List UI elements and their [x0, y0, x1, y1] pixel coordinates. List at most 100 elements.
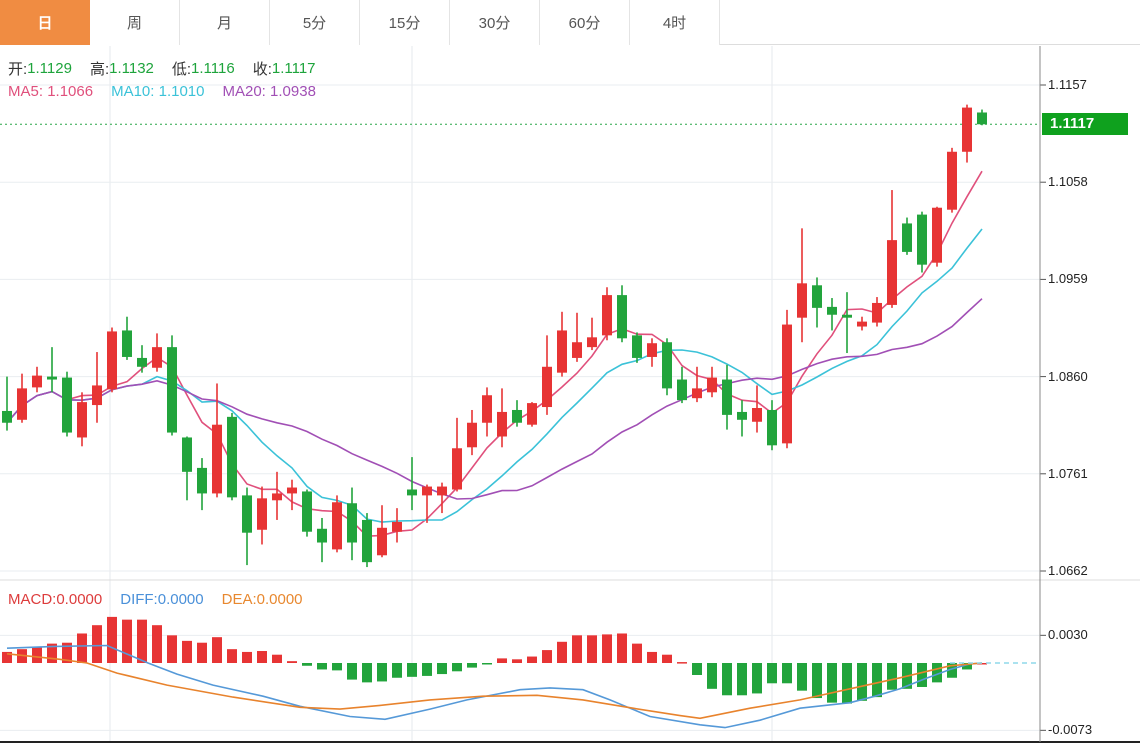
macd-bar	[587, 635, 597, 663]
high-value: 1.1132	[109, 60, 154, 77]
diff-label: DIFF:	[120, 591, 158, 608]
candle-body	[182, 437, 192, 472]
macd-bar	[227, 649, 237, 663]
candle-body	[782, 324, 792, 444]
tab-60分[interactable]: 60分	[540, 0, 630, 45]
macd-bar	[332, 663, 342, 671]
macd-bar	[452, 663, 462, 672]
macd-bar	[947, 663, 957, 678]
macd-bar	[62, 642, 72, 663]
candle-body	[482, 395, 492, 423]
tab-4时[interactable]: 4时	[630, 0, 720, 45]
ma10-value: 1.1010	[158, 83, 205, 100]
macd-bar	[347, 663, 357, 680]
candle-body	[917, 214, 927, 265]
candle-body	[827, 306, 837, 315]
candle-body	[557, 330, 567, 373]
candle-body	[857, 321, 867, 327]
macd-bar	[602, 634, 612, 663]
candle-body	[152, 347, 162, 368]
macd-bar	[257, 651, 267, 663]
macd-bar	[722, 663, 732, 696]
macd-bar	[527, 656, 537, 663]
ma5-value: 1.1066	[47, 83, 94, 100]
candle-body	[422, 486, 432, 496]
ma20-value: 1.0938	[270, 83, 316, 100]
macd-bar	[302, 663, 312, 666]
macd-bar	[737, 663, 747, 696]
candle-body	[512, 409, 522, 423]
tab-日[interactable]: 日	[0, 0, 90, 45]
macd-bar	[932, 663, 942, 683]
tab-月[interactable]: 月	[180, 0, 270, 45]
macd-bar	[812, 663, 822, 699]
ma-legend: MA5: 1.1066 MA10: 1.1010 MA20: 1.0938	[8, 83, 334, 100]
macd-bar	[47, 643, 57, 663]
macd-bar	[437, 663, 447, 675]
candle-body	[707, 377, 717, 393]
ma10-line	[6, 228, 983, 523]
macd-bar	[752, 663, 762, 694]
candle-body	[122, 330, 132, 357]
candle-body	[107, 331, 117, 390]
candle-body	[497, 411, 507, 437]
macd-bar	[32, 647, 42, 663]
tab-5分[interactable]: 5分	[270, 0, 360, 45]
macd-bar	[2, 651, 12, 663]
candle-body	[752, 408, 762, 422]
candle-body	[242, 495, 252, 533]
macd-bar	[152, 625, 162, 663]
candle-body	[332, 502, 342, 550]
candle-body	[902, 223, 912, 252]
macd-legend: MACD: 0.0000 DIFF: 0.0000 DEA: 0.0000	[8, 591, 321, 608]
dea-value: 0.0000	[256, 591, 303, 608]
candle-body	[437, 486, 447, 496]
macd-bar	[77, 633, 87, 663]
macd-bar	[377, 663, 387, 682]
close-value: 1.1117	[271, 60, 316, 77]
candle-body	[77, 402, 87, 438]
macd-bar	[362, 663, 372, 683]
ma10-label: MA10:	[111, 83, 155, 100]
candle-body	[722, 379, 732, 415]
diff-value: 0.0000	[157, 591, 204, 608]
macd-bar	[287, 661, 297, 663]
macd-bar	[557, 641, 567, 663]
candle-body	[32, 375, 42, 388]
candle-body	[662, 342, 672, 389]
candle-body	[227, 416, 237, 498]
candle-body	[587, 337, 597, 348]
candle-body	[467, 422, 477, 448]
candle-body	[977, 112, 987, 125]
candle-body	[17, 388, 27, 420]
macd-value: 0.0000	[56, 591, 103, 608]
macd-bar	[797, 663, 807, 691]
candle-body	[362, 519, 372, 563]
candle-body	[932, 207, 942, 263]
tab-15分[interactable]: 15分	[360, 0, 450, 45]
candle-body	[962, 107, 972, 152]
candle-body	[617, 295, 627, 339]
macd-bar	[917, 663, 927, 687]
macd-bar	[617, 633, 627, 663]
candle-body	[47, 376, 57, 380]
macd-bar	[497, 658, 507, 663]
tab-30分[interactable]: 30分	[450, 0, 540, 45]
candle-body	[572, 342, 582, 358]
candle-body	[887, 240, 897, 305]
low-value: 1.1116	[191, 60, 235, 77]
candle-body	[197, 467, 207, 494]
candle-body	[602, 295, 612, 336]
tab-周[interactable]: 周	[90, 0, 180, 45]
macd-bar	[422, 663, 432, 676]
macd-bar	[707, 663, 717, 689]
candle-body	[452, 448, 462, 490]
macd-bar	[572, 635, 582, 663]
macd-bar	[542, 650, 552, 663]
candle-body	[797, 283, 807, 318]
candle-body	[527, 403, 537, 425]
candle-body	[767, 409, 777, 446]
macd-bar	[167, 635, 177, 663]
candle-body	[92, 385, 102, 406]
